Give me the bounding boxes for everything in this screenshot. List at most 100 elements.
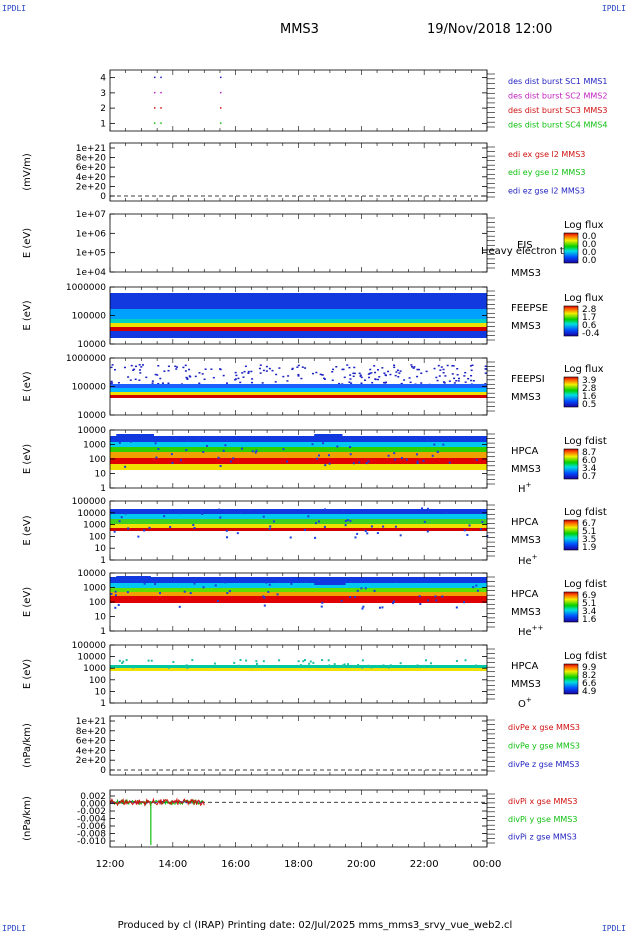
speckle [115,665,118,668]
speckle [479,528,482,531]
speckle [238,664,241,667]
speckle [394,374,397,377]
speckle [219,465,222,468]
colorbar-title: Log fdist [564,651,607,662]
speckle [282,448,285,451]
speckle [426,438,429,441]
speckle [263,596,266,599]
burst-point [160,122,162,124]
speckle [113,368,116,371]
speckle [297,364,300,367]
speckle [113,530,116,533]
speckle [268,583,271,586]
speckle [186,666,189,669]
colorbar-tick-label: 2.8 [582,384,597,394]
speckle [226,439,229,442]
speckle [188,368,191,371]
speckle [371,381,374,384]
y-tick-label: 1000000 [66,283,106,293]
speckle [471,364,474,367]
speckle [435,376,438,379]
speckle [172,660,175,663]
corner-tag-bottom-left: IPDLI [2,924,27,933]
colorbar-tick-label: 4.9 [582,687,597,697]
speckle [255,665,258,668]
speckle [273,520,276,523]
y-tick-label: 10 [95,687,107,697]
speckle [267,590,270,593]
speckle [354,596,357,599]
speckle [159,377,162,380]
y-axis-label: (nPa/km) [22,723,33,768]
speckle [400,383,403,385]
y-tick-label: 1e+21 [76,144,106,154]
burst-point [153,91,156,94]
speckle [143,582,146,585]
legend-entry: divPi y gse MMS3 [508,815,577,824]
x-tick-label: 12:00 [96,859,125,870]
speckle [324,464,327,467]
colorbar [563,519,579,551]
speckle [323,378,326,380]
speckle [352,375,355,378]
speckle [139,369,142,371]
species-charge: + [526,696,532,704]
speckle [179,459,182,462]
spectrogram-band [110,323,487,327]
speckle [258,367,261,370]
speckle [297,373,300,376]
speckle [251,378,254,380]
speckle [338,382,341,385]
speckle [389,664,392,667]
speckle [349,596,352,599]
speckle [342,664,345,667]
colorbar-tick-label: 6.0 [582,456,597,466]
speckle [286,460,289,463]
speckle [198,372,201,374]
speckle [204,368,207,370]
speckle [157,365,160,367]
speckle [323,508,326,511]
speckle [358,461,361,464]
speckle [455,606,458,609]
speckle [444,375,447,377]
speckle [484,372,487,374]
colorbar-title: Log fdist [564,507,607,518]
colorbar-tick-label: 0.0 [582,248,597,258]
speckle [393,366,396,369]
speckle [442,381,445,383]
burst-point [160,107,162,109]
speckle [151,382,154,384]
speckle [360,587,363,590]
speckle [232,457,235,460]
speckle [309,660,312,663]
speckle [347,663,350,666]
speckle [312,661,315,664]
speckle [163,370,166,372]
speckle [157,382,160,385]
speckle [463,375,466,377]
speckle [331,371,334,373]
speckle [126,591,129,594]
speckle [343,376,346,379]
speckle [455,380,458,382]
speckle [331,379,334,382]
speckle [304,367,307,369]
speckle [175,436,178,439]
y-axis-label: (mV/m) [22,153,33,191]
speckle [217,456,220,459]
y-tick-label: 0.000 [80,800,106,810]
speckle [328,462,331,465]
speckle [111,382,114,384]
spectrogram-band [110,665,487,668]
speckle [433,367,436,370]
speckle [333,663,336,666]
speckle [382,664,385,667]
speckle [467,377,470,380]
species-label: H+ [518,481,532,495]
speckle [167,369,170,372]
speckle [367,373,370,375]
speckle [321,374,324,376]
